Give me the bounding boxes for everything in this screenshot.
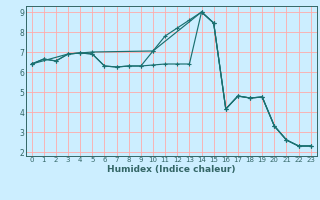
X-axis label: Humidex (Indice chaleur): Humidex (Indice chaleur)	[107, 165, 236, 174]
